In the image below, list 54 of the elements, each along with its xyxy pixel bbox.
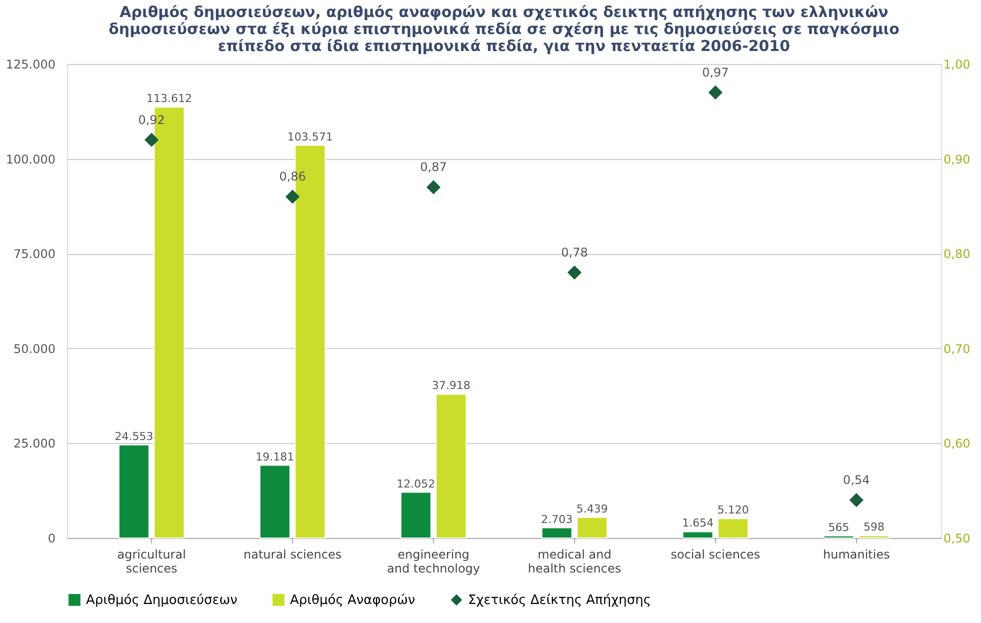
data-label: 0,87 (420, 160, 447, 174)
bar (858, 535, 890, 538)
data-label: 0,54 (843, 473, 870, 488)
legend-label: Αριθμός Δημοσιεύσεων (86, 592, 238, 608)
y2-tick-label: 0,90 (944, 152, 970, 166)
bar (541, 527, 572, 538)
x-tick-label: natural sciences (243, 548, 342, 562)
x-tick-label: medical and health sciences (528, 548, 622, 576)
data-label: 5.439 (576, 502, 608, 516)
y2-tick-label: 0,70 (944, 342, 970, 356)
x-tick-label: engineering and technology (387, 548, 480, 576)
bar (118, 444, 150, 538)
y2-tick-label: 0,60 (944, 436, 970, 451)
x-tick-label: social sciences (670, 548, 760, 562)
y2-tick-label: 1,00 (944, 58, 970, 72)
point (567, 265, 582, 280)
data-label: 113.612 (146, 92, 192, 106)
x-tick-label: humanities (822, 548, 890, 562)
data-label: 12.052 (396, 477, 436, 490)
bar (576, 516, 608, 538)
bar (682, 531, 714, 538)
data-label: 103.571 (287, 130, 333, 144)
legend-label: Αριθμός Αναφορών (290, 592, 416, 608)
y-tick-label: 125.000 (6, 58, 56, 72)
point (144, 132, 159, 147)
point (285, 190, 300, 204)
y2-tick-label: 0,50 (944, 532, 970, 546)
data-label: 2.703 (541, 512, 573, 526)
data-label: 598 (864, 520, 885, 534)
point (426, 180, 441, 194)
data-label: 0,97 (702, 65, 729, 80)
y-tick-label: 0 (48, 532, 56, 546)
data-label: 5.120 (717, 504, 749, 517)
y2-tick-label: 0,80 (944, 247, 970, 262)
y-tick-label: 25.000 (14, 436, 56, 451)
bar (259, 464, 290, 538)
bar (400, 492, 432, 538)
y-tick-label: 75.000 (14, 247, 56, 262)
y-tick-label: 100.000 (6, 152, 56, 166)
data-label: 565 (828, 520, 850, 534)
bar (718, 518, 749, 538)
bar (436, 394, 467, 538)
point (849, 493, 864, 508)
data-label: 19.181 (256, 450, 294, 464)
data-label: 37.918 (432, 379, 470, 392)
data-label: 0,78 (561, 246, 588, 260)
x-tick-label: agricultural sciences (117, 548, 186, 576)
y-tick-label: 50.000 (14, 342, 56, 356)
data-label: 1.654 (682, 516, 714, 530)
legend-label: Σχετικός Δείκτης Απήχησης (468, 592, 651, 608)
chart-title: Αριθμός δημοσιεύσεων, αριθμός αναφορών και σχετικός δεικτης απήχησης των ελληνικών δημοσιεύσεων στα έξι κύρια επιστημονικά πεδία σε σχέση με τις δημοσιεύσεις σε παγκόσμιο επίπεδο στα ίδια επιστημονικά πεδία, για την πενταετία 2006-2010 (108, 3, 900, 55)
point (708, 85, 723, 100)
bar (823, 535, 854, 538)
data-label: 24.553 (114, 430, 154, 443)
